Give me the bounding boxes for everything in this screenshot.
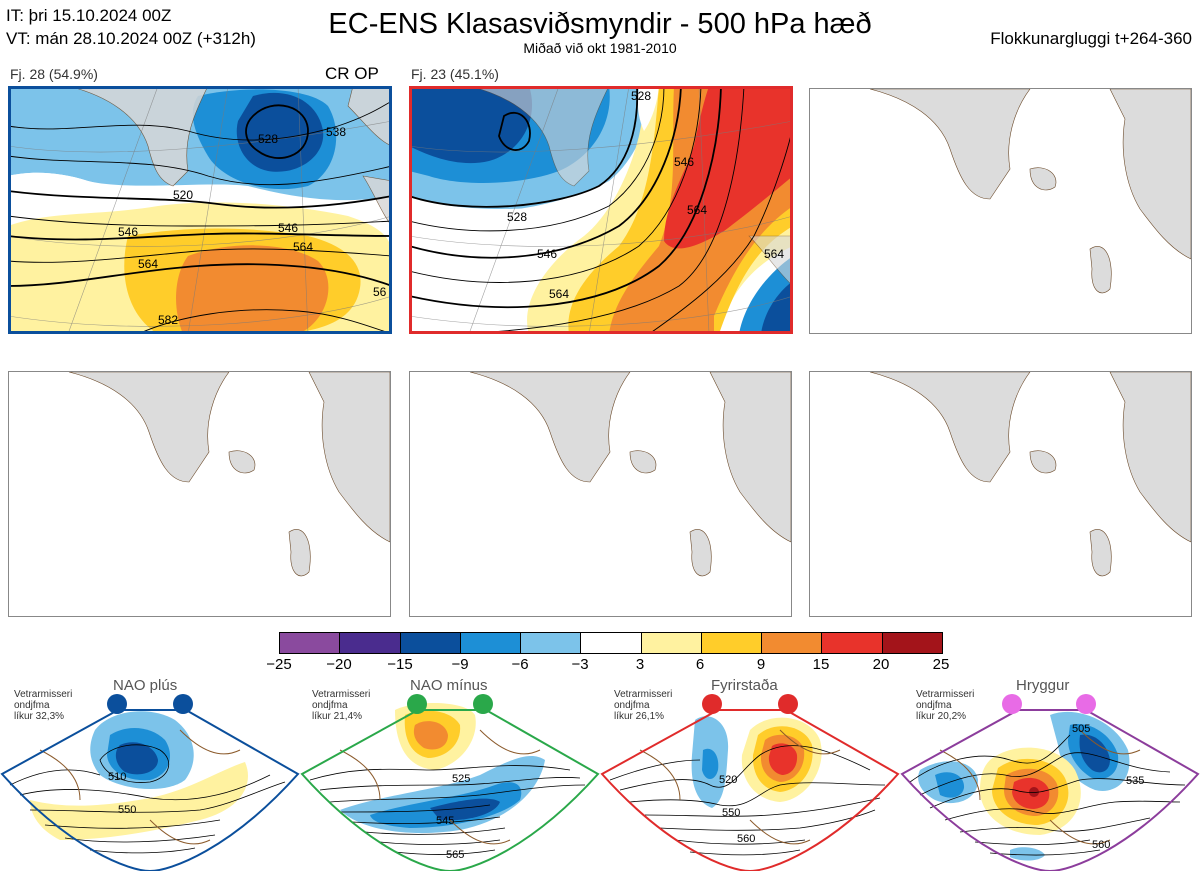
regime-dot: [107, 694, 127, 714]
regime-note-nao-plus: Vetrarmisseri ondjfma líkur 32,3%: [14, 689, 73, 722]
cluster-panel-1: 520 528 538 546 546 564 564 582 56: [8, 86, 392, 334]
regime-title-blocking: Fyrirstaða: [711, 677, 778, 694]
contour-label: 505: [1072, 723, 1090, 735]
regime-note-nao-minus: Vetrarmisseri ondjfma líkur 21,4%: [312, 689, 371, 722]
contour-label: 528: [258, 132, 278, 146]
contour-label: 564: [293, 240, 313, 254]
contour-label: 564: [549, 287, 569, 301]
colorbar-tick: −25: [266, 656, 292, 673]
contour-label: 564: [138, 257, 158, 271]
colorbar-tick: 20: [872, 656, 890, 673]
contour-label: 546: [118, 225, 138, 239]
colorbar-tick: −9: [451, 656, 469, 673]
initial-time: IT: þri 15.10.2024 00Z: [6, 6, 172, 25]
contour-label: 510: [108, 771, 126, 783]
colorbar-tick: 6: [695, 656, 705, 673]
colorbar-segment: [762, 633, 823, 653]
colorbar-tick: −15: [387, 656, 413, 673]
ridge-center-marker: [1029, 787, 1039, 797]
regime-map-blocking: 520 550 560: [600, 694, 900, 871]
regime-dot: [173, 694, 193, 714]
cluster-panel-4: [8, 371, 391, 617]
colorbar-segment: [521, 633, 582, 653]
colorbar-segment: [400, 633, 461, 653]
contour-label: 550: [118, 804, 136, 816]
colorbar-tick: 25: [932, 656, 950, 673]
colorbar-segment: [882, 633, 942, 653]
colorbar-tick: −20: [326, 656, 352, 673]
colorbar-tick: 15: [812, 656, 830, 673]
regime-note-blocking: Vetrarmisseri ondjfma líkur 26,1%: [614, 689, 673, 722]
regime-title-nao-minus: NAO mínus: [410, 677, 488, 694]
colorbar-segment: [581, 633, 642, 653]
contour-label: 560: [1092, 839, 1110, 851]
colorbar-segment: [280, 633, 341, 653]
cluster-panel-3: [809, 88, 1192, 334]
colorbar-tick: 9: [756, 656, 766, 673]
panel-1-label: Fj. 28 (54.9%): [10, 66, 98, 82]
regime-dot: [1076, 694, 1096, 714]
panel-1-tag: CR OP: [325, 64, 379, 83]
regime-dot: [778, 694, 798, 714]
contour-label: 528: [507, 210, 527, 224]
cluster-panel-6: [809, 371, 1192, 617]
contour-label: 564: [764, 247, 784, 261]
contour-label: 56: [373, 285, 387, 299]
contour-label: 560: [737, 833, 755, 845]
contour-label: 546: [278, 221, 298, 235]
base-map-3: [869, 89, 1191, 294]
regime-dot: [407, 694, 427, 714]
colorbar-tick: −6: [511, 656, 529, 673]
contour-label: 564: [687, 203, 707, 217]
panel-2-label: Fj. 23 (45.1%): [411, 66, 499, 82]
contour-label: 520: [719, 774, 737, 786]
base-map-6: [869, 372, 1191, 577]
colorbar: [279, 632, 943, 654]
base-map-4: [68, 372, 390, 577]
contour-label: 525: [452, 773, 470, 785]
colorbar-segment: [641, 633, 702, 653]
regime-map-ridge: 505 535 560: [900, 694, 1200, 871]
regime-title-nao-plus: NAO plús: [113, 677, 178, 694]
colorbar-tick: −3: [571, 656, 589, 673]
regime-dot: [473, 694, 493, 714]
cluster-panel-5: [409, 371, 792, 617]
contour-label: 535: [1126, 775, 1144, 787]
colorbar-segment: [701, 633, 763, 653]
contour-label: 546: [537, 247, 557, 261]
contour-label: 565: [446, 849, 464, 861]
valid-time: VT: mán 28.10.2024 00Z (+312h): [6, 29, 256, 48]
contour-label: 528: [631, 89, 651, 103]
regime-map-nao-minus: 525 545 565: [300, 694, 600, 871]
contour-label: 550: [722, 807, 740, 819]
regime-dot: [702, 694, 722, 714]
cluster-panel-2: 528 546 528 546 564 564 564: [409, 86, 793, 334]
regime-title-ridge: Hryggur: [1016, 677, 1070, 694]
page-subtitle: Miðað við okt 1981-2010: [523, 40, 677, 56]
contour-label: 545: [436, 815, 454, 827]
regime-note-ridge: Vetrarmisseri ondjfma líkur 20,2%: [916, 689, 975, 722]
contour-label: 582: [158, 313, 178, 327]
classification-window: Flokkunargluggi t+264-360: [990, 29, 1192, 48]
colorbar-segment: [822, 633, 883, 653]
colorbar-tick: 3: [635, 656, 645, 673]
contour-label: 538: [326, 125, 346, 139]
regime-map-nao-plus: 510 550: [0, 694, 300, 871]
colorbar-segment: [460, 633, 522, 653]
cluster-map-1: 520 528 538 546 546 564 564 582 56: [8, 86, 392, 334]
cluster-map-2: 528 546 528 546 564 564 564: [409, 86, 793, 334]
base-map-5: [469, 372, 791, 577]
contour-label: 546: [674, 155, 694, 169]
regime-dot: [1002, 694, 1022, 714]
contour-label: 520: [173, 188, 193, 202]
colorbar-segment: [340, 633, 401, 653]
header-info: IT: þri 15.10.2024 00Z VT: mán 28.10.202…: [6, 4, 256, 50]
page-title: EC-ENS Klasasviðsmyndir - 500 hPa hæð: [328, 8, 872, 40]
